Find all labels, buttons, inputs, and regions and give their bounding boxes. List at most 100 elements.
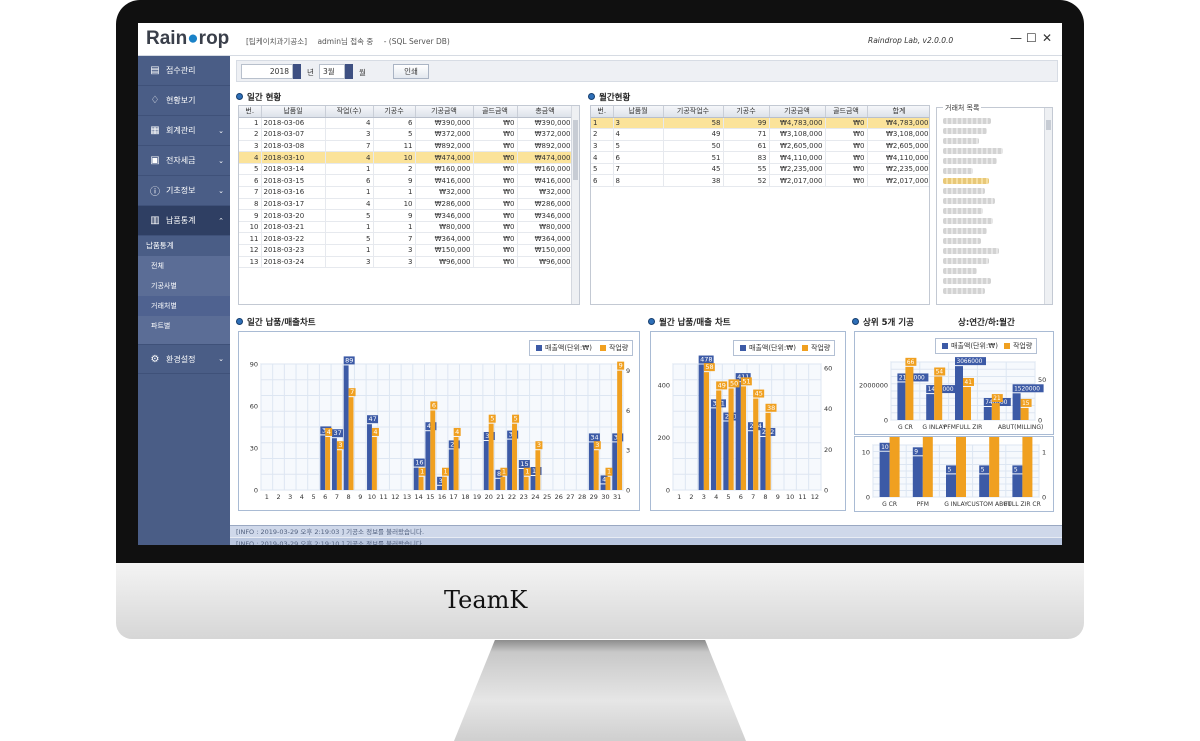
- column-header[interactable]: 작업(수): [325, 106, 374, 118]
- table-row[interactable]: 5 7 45 55 ₩2,235,000 ₩0 ₩2,235,000: [591, 163, 929, 176]
- table-cell: 2018-03-14: [261, 163, 326, 176]
- client-list-item[interactable]: [943, 188, 985, 194]
- column-header[interactable]: 기공수: [373, 106, 416, 118]
- daily-scrollbar[interactable]: [571, 106, 579, 304]
- sidebar-item-receipt[interactable]: ▤ 접수관리: [138, 56, 230, 86]
- table-row[interactable]: 12 2018-03-23 1 3 ₩150,000 ₩0 ₩150,000: [239, 244, 574, 257]
- table-row[interactable]: 9 2018-03-20 5 9 ₩346,000 ₩0 ₩346,000: [239, 209, 574, 222]
- client-scrollbar[interactable]: [1044, 108, 1052, 304]
- table-cell: 71: [723, 128, 770, 141]
- client-list-item[interactable]: [943, 148, 1003, 154]
- table-row[interactable]: 2 2018-03-07 3 5 ₩372,000 ₩0 ₩372,000: [239, 128, 574, 141]
- x-tick-label: 20: [485, 493, 493, 501]
- table-row[interactable]: 6 8 38 52 ₩2,017,000 ₩0 ₩2,017,000: [591, 174, 929, 188]
- client-list-item[interactable]: [943, 198, 995, 204]
- data-label-work: 1: [502, 468, 506, 476]
- print-button[interactable]: 인쇄: [393, 64, 429, 79]
- table-row[interactable]: 4 2018-03-10 4 10 ₩474,000 ₩0 ₩474,000: [239, 151, 574, 164]
- table-cell: ₩346,000: [415, 209, 474, 222]
- client-list-item[interactable]: [943, 228, 987, 234]
- table-cell: ₩390,000: [415, 117, 474, 130]
- client-list-item[interactable]: [943, 128, 987, 134]
- client-list-item[interactable]: [943, 208, 983, 214]
- data-label-work: 49: [718, 381, 726, 389]
- column-header[interactable]: 골드금액: [825, 106, 868, 118]
- table-cell: 6: [325, 174, 374, 188]
- client-list-item[interactable]: [943, 278, 991, 284]
- client-list-item[interactable]: [943, 158, 997, 164]
- x-tick-label: 6: [323, 493, 327, 501]
- sidebar-item-etax[interactable]: ▣ 전자세금 ⌄: [138, 146, 230, 176]
- client-list-item[interactable]: [943, 218, 993, 224]
- sidebar-item-accounting[interactable]: ▦ 회계관리 ⌄: [138, 116, 230, 146]
- client-list-item[interactable]: [943, 238, 981, 244]
- column-header[interactable]: 기공수: [723, 106, 770, 118]
- table-row[interactable]: 4 6 51 83 ₩4,110,000 ₩0 ₩4,110,000: [591, 151, 929, 164]
- table-cell: ₩346,000: [517, 209, 574, 222]
- gear-icon: ⚙: [150, 353, 160, 365]
- table-cell: ₩286,000: [517, 198, 574, 211]
- client-list-item[interactable]: [943, 118, 991, 124]
- year-spinner[interactable]: [293, 64, 301, 79]
- sidebar-item-settings[interactable]: ⚙ 환경설정 ⌄: [138, 344, 230, 374]
- bar-work: [753, 398, 759, 490]
- table-row[interactable]: 3 5 50 61 ₩2,605,000 ₩0 ₩2,605,000: [591, 140, 929, 153]
- maximize-icon[interactable]: ☐: [1026, 31, 1037, 45]
- year-input[interactable]: 2018: [241, 64, 293, 79]
- client-list-item[interactable]: [943, 258, 989, 264]
- column-header[interactable]: 번.: [591, 106, 614, 118]
- month-select[interactable]: 3월: [319, 64, 345, 79]
- x-tick-label: 2: [276, 493, 280, 501]
- column-header[interactable]: 기공금액: [415, 106, 474, 118]
- legend-swatch-work: [599, 345, 606, 351]
- table-row[interactable]: 6 2018-03-15 6 9 ₩416,000 ₩0 ₩416,000: [239, 174, 574, 188]
- client-list-item[interactable]: [943, 178, 989, 184]
- daily-grid[interactable]: 번. 납품일 작업(수) 기공수 기공금액 골드금액 총금액 1 2018-03-06 4 6 ₩3…: [238, 105, 580, 305]
- monthly-table: 번. 납품월 기공작업수 기공수 기공금액 골드금액 합계 1 3 58 99 ₩4,783,000…: [591, 106, 929, 188]
- column-header[interactable]: 기공금액: [769, 106, 826, 118]
- sidebar-item-basic-info[interactable]: ⓘ 기초정보 ⌄: [138, 176, 230, 206]
- column-header[interactable]: 번.: [239, 106, 262, 118]
- table-row[interactable]: 11 2018-03-22 5 7 ₩364,000 ₩0 ₩364,000: [239, 232, 574, 246]
- submenu-item-by-part[interactable]: 파트별: [151, 322, 171, 330]
- sidebar-item-delivery-stats[interactable]: ▥ 납품통계 ⌃: [138, 206, 230, 236]
- table-cell: 49: [663, 128, 724, 141]
- column-header[interactable]: 납품월: [613, 106, 664, 118]
- client-list-item[interactable]: [943, 248, 999, 254]
- column-header[interactable]: 기공작업수: [663, 106, 724, 118]
- month-dropdown[interactable]: [345, 64, 353, 79]
- close-icon[interactable]: ✕: [1042, 31, 1053, 45]
- table-row[interactable]: 7 2018-03-16 1 1 ₩32,000 ₩0 ₩32,000: [239, 186, 574, 199]
- column-header[interactable]: 합계: [867, 106, 929, 118]
- client-list-item[interactable]: [943, 268, 977, 274]
- minimize-icon[interactable]: —: [1010, 31, 1022, 45]
- data-label-work: 3: [595, 441, 599, 449]
- sidebar-item-status[interactable]: ♢ 현황보기: [138, 86, 230, 116]
- client-list-item[interactable]: [943, 138, 979, 144]
- submenu-item-by-technician[interactable]: 기공사별: [151, 282, 177, 290]
- client-list-item[interactable]: [943, 168, 973, 174]
- column-header[interactable]: 총금액: [517, 106, 574, 118]
- table-row[interactable]: 3 2018-03-08 7 11 ₩892,000 ₩0 ₩892,000: [239, 140, 574, 153]
- client-list[interactable]: 거래처 목록: [936, 103, 1053, 305]
- bar-work: [617, 370, 623, 490]
- data-label-work: 58: [705, 363, 713, 371]
- table-row[interactable]: 2 4 49 71 ₩3,108,000 ₩0 ₩3,108,000: [591, 128, 929, 141]
- client-list-item[interactable]: [943, 288, 985, 294]
- table-row[interactable]: 10 2018-03-21 1 1 ₩80,000 ₩0 ₩80,000: [239, 221, 574, 234]
- table-cell: 2018-03-15: [261, 174, 326, 188]
- bar-work: [728, 388, 734, 490]
- bar-sales: [926, 394, 935, 420]
- table-row[interactable]: 1 3 58 99 ₩4,783,000 ₩0 ₩4,783,000: [591, 117, 929, 130]
- monthly-grid[interactable]: 번. 납품월 기공작업수 기공수 기공금액 골드금액 합계 1 3 58 99 ₩4,783,000…: [590, 105, 930, 305]
- submenu-item-by-client[interactable]: 거래처별: [138, 296, 230, 316]
- table-row[interactable]: 8 2018-03-17 4 10 ₩286,000 ₩0 ₩286,000: [239, 198, 574, 211]
- column-header[interactable]: 납품일: [261, 106, 326, 118]
- submenu-item-all[interactable]: 전체: [151, 262, 164, 270]
- table-row[interactable]: 13 2018-03-24 3 3 ₩96,000 ₩0 ₩96,000: [239, 256, 574, 269]
- table-row[interactable]: 5 2018-03-14 1 2 ₩160,000 ₩0 ₩160,000: [239, 163, 574, 176]
- x-tick-label: 18: [461, 493, 469, 501]
- table-row[interactable]: 1 2018-03-06 4 6 ₩390,000 ₩0 ₩390,000: [239, 117, 574, 130]
- column-header[interactable]: 골드금액: [473, 106, 518, 118]
- table-cell: 38: [663, 174, 724, 188]
